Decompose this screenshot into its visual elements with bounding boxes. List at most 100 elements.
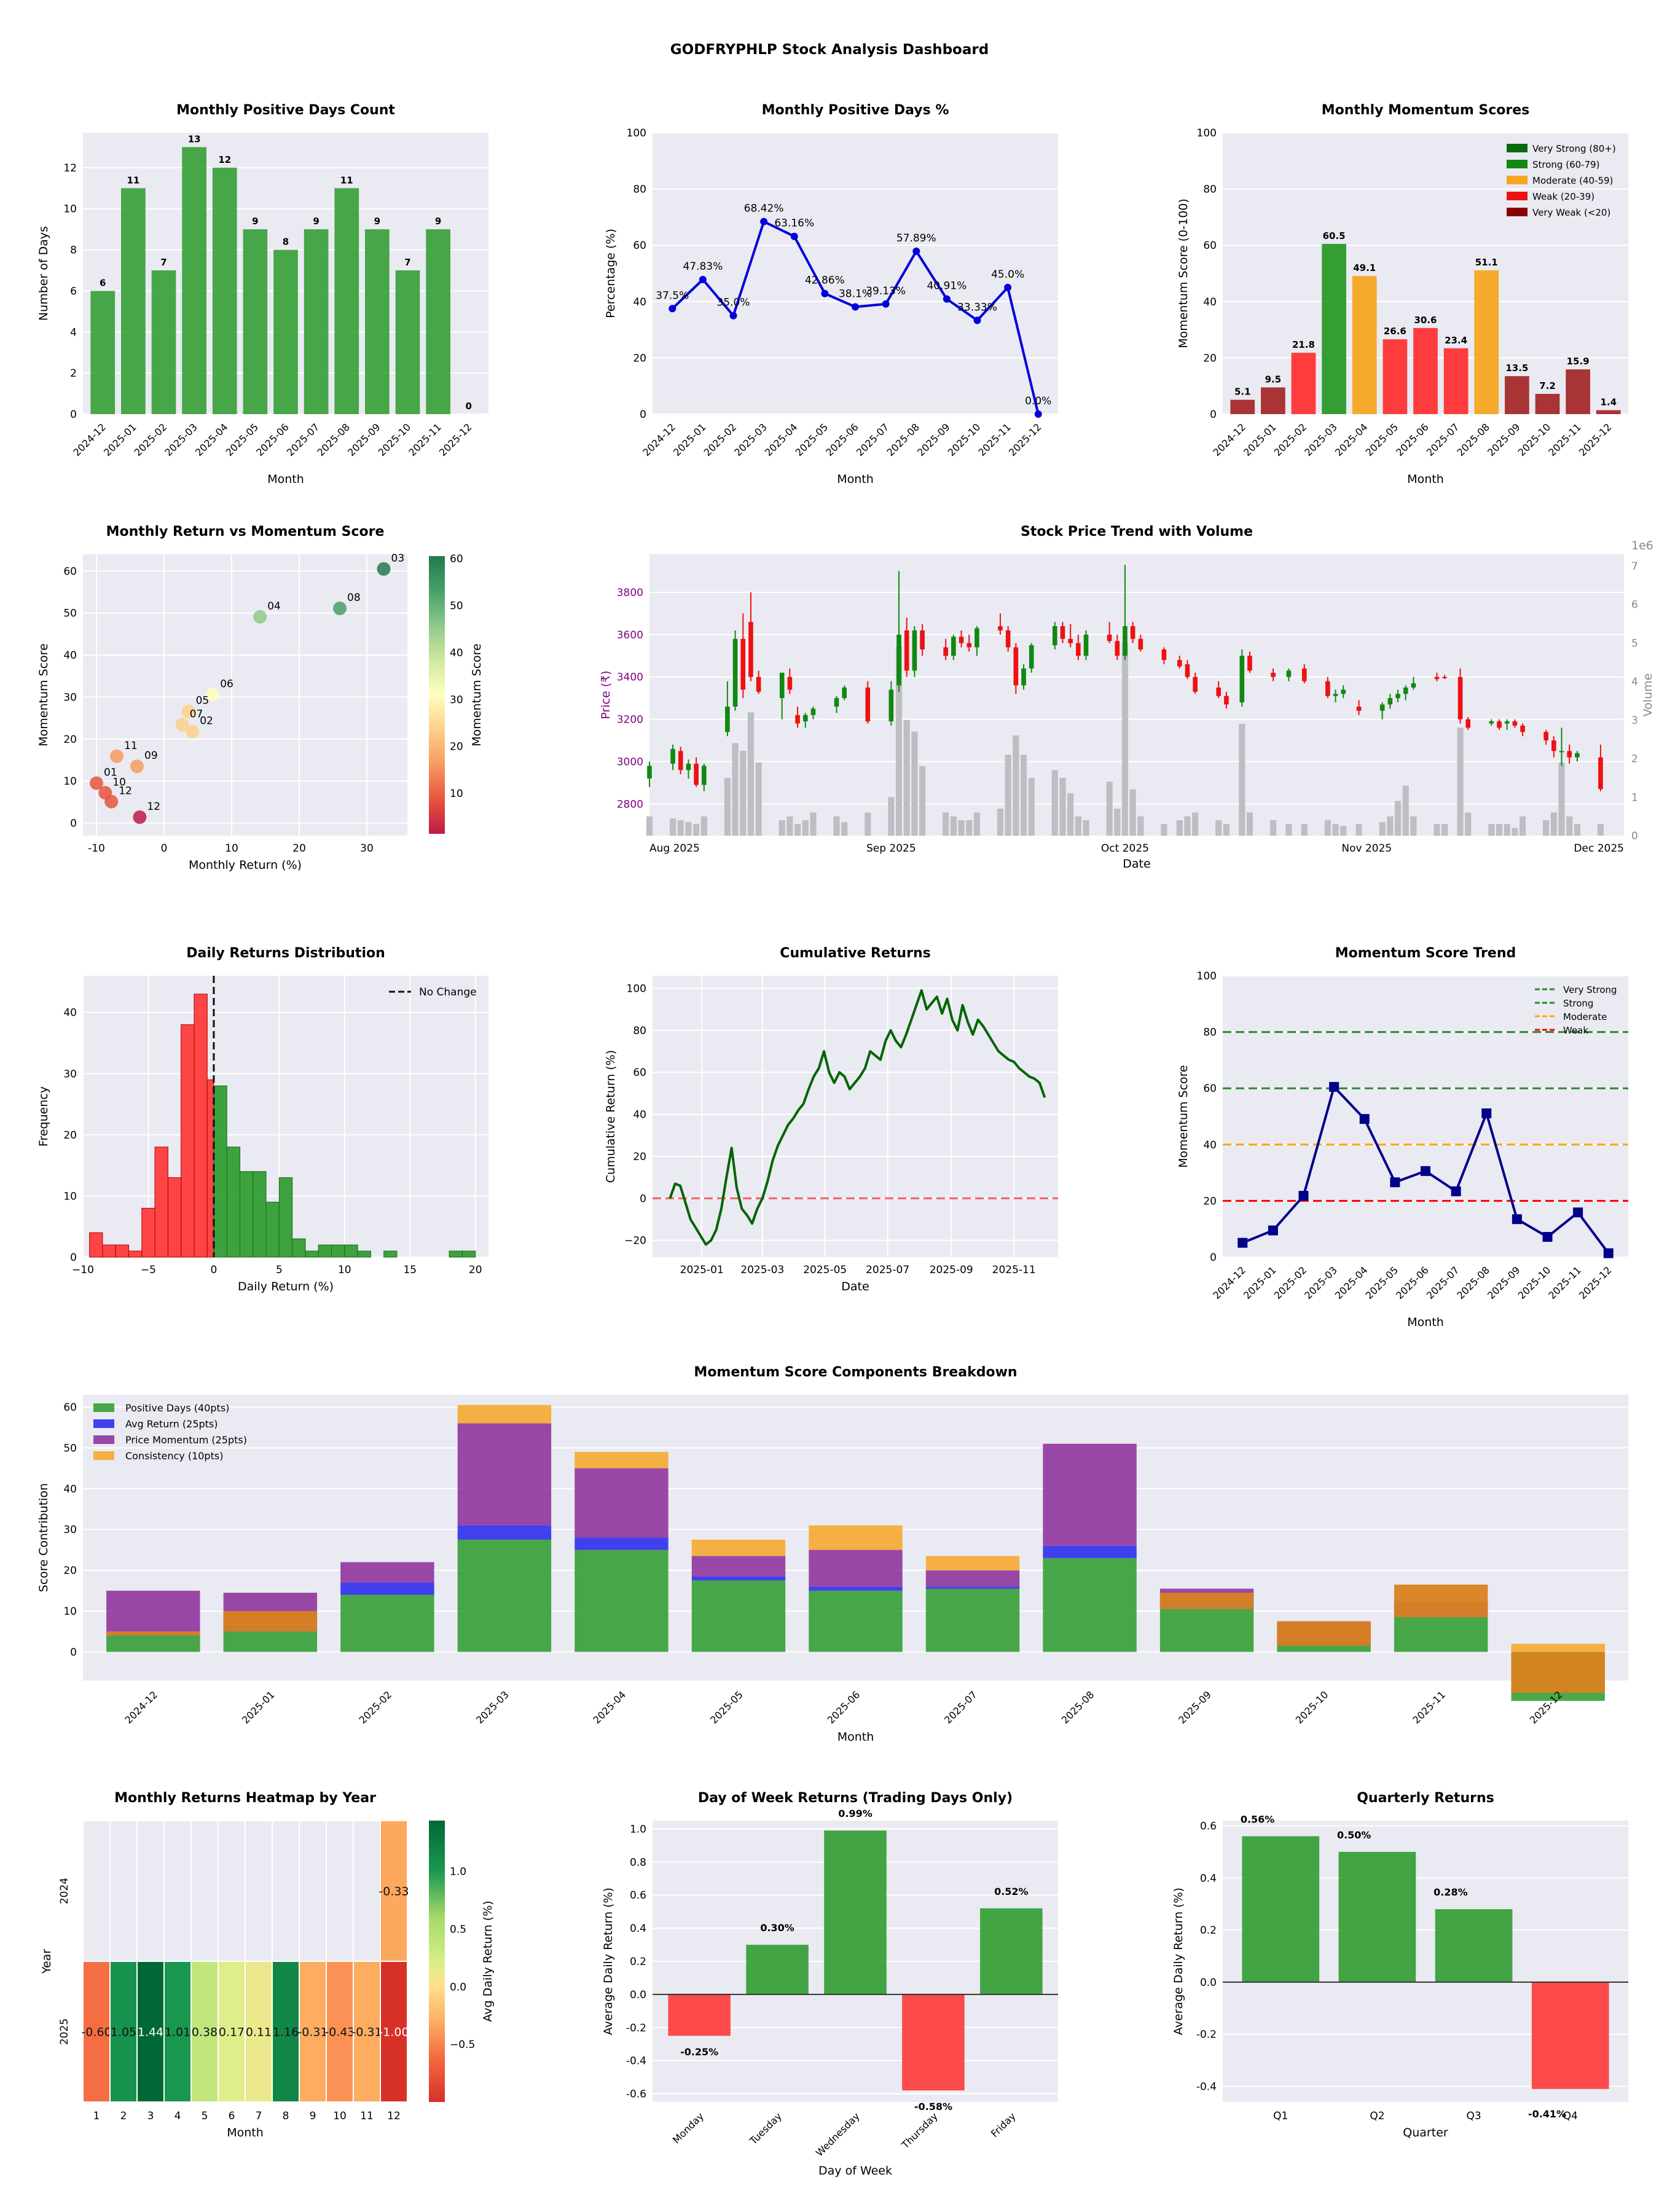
momentum-scores-bar [1230,399,1255,414]
momentum-trend-point [1329,1081,1339,1092]
positive-days-count-ytick-label: 12 [63,162,77,175]
cumulative-returns-ytick-label: −20 [624,1235,646,1247]
momentum-components-bar-segment [691,1539,786,1556]
price-volume-volume-bar [1332,824,1339,836]
returns-distribution-xtick-label: 15 [403,1264,417,1276]
momentum-components-bar-segment [1043,1545,1137,1558]
return-vs-momentum-ytick-label: 0 [70,817,77,830]
quarterly-returns-data-label: -0.41% [1528,2108,1566,2120]
momentum-components-bar-segment [106,1590,200,1632]
returns-distribution-xtick-label: 20 [469,1264,482,1276]
price-volume-volume-tick: 3 [1631,715,1638,727]
price-volume-candle [943,647,948,656]
momentum-scores-ytick-label: 60 [1203,240,1217,252]
momentum-scores-legend: Very Strong (80+) Strong (60-79) Moderate … [1507,143,1616,218]
momentum-components-bar-segment [925,1556,1020,1571]
returns-distribution-bin [344,1245,358,1257]
price-volume-volume-bar [1075,816,1081,836]
returns-heatmap-col-label: 12 [387,2110,401,2122]
returns-heatmap-cell [326,1820,354,1962]
momentum-scores-ytick-label: 20 [1203,352,1217,364]
momentum-trend-ytick-label: 100 [1197,970,1217,982]
positive-days-pct-xlabel: Month [837,473,874,486]
returns-heatmap-colorbar-tick: 0.0 [450,1981,466,1993]
positive-days-pct-point [821,289,829,297]
returns-distribution-bin [462,1251,476,1257]
returns-heatmap-cell [245,1820,273,1962]
price-volume-candle [1559,751,1564,753]
cumulative-returns-xtick-label: 2025-09 [930,1264,973,1276]
positive-days-count-data-label: 7 [404,257,410,268]
quarterly-returns-ytick-label: -0.2 [1196,2029,1217,2041]
price-volume-volume-bar [1597,824,1604,836]
cumulative-returns-ytick-label: 60 [633,1067,646,1079]
momentum-components-bar-segment [1043,1443,1137,1546]
price-volume-volume-bar [1020,755,1027,836]
returns-heatmap-cell [272,1961,300,2103]
returns-distribution-bin [207,1080,214,1257]
return-vs-momentum-point [253,610,267,624]
momentum-components-bar-segment [809,1586,903,1591]
return-vs-momentum-point [133,810,147,824]
price-volume-ytick-label: 3400 [617,672,643,684]
positive-days-pct-point [1034,410,1042,418]
price-volume-volume-bar [1114,809,1121,836]
price-volume-volume-bar [1223,824,1230,836]
positive-days-pct-point [852,303,859,311]
price-volume-candle [1005,630,1011,648]
returns-heatmap-chart: Monthly Returns Heatmap by Year -0.33 2024… [40,1790,495,2139]
momentum-scores-data-label: 9.5 [1265,374,1282,385]
price-volume-volume-bar [1488,824,1495,836]
momentum-scores-legend-label: Weak (20-39) [1532,191,1594,202]
positive-days-count-bar [273,249,298,414]
price-volume-volume-bar [903,720,910,836]
return-vs-momentum-title: Monthly Return vs Momentum Score [106,524,385,539]
price-volume-volume-bar [810,812,817,836]
returns-heatmap-cell [380,1961,408,2103]
positive-days-count-chart: Monthly Positive Days Count 0 2 4 6 8 10 12 Numb… [37,103,488,486]
momentum-components-bar-segment [809,1590,903,1652]
positive-days-pct-data-label: 40.91% [927,280,967,292]
momentum-components-bar-segment [925,1570,1020,1587]
price-volume-candle [1489,721,1494,724]
price-volume-candle [1286,670,1292,677]
day-of-week-ytick-label: 0.4 [630,1923,646,1935]
returns-distribution-xtick-label: 10 [338,1264,351,1276]
price-volume-xtick-label: Nov 2025 [1341,842,1392,855]
price-volume-volume-bar [685,822,692,836]
momentum-components-legend-label: Consistency (10pts) [125,1450,223,1462]
returns-heatmap-col-label: 1 [93,2110,100,2122]
momentum-scores-data-label: 1.4 [1600,397,1617,408]
price-volume-candle [795,715,800,724]
price-volume-volume-bar [669,818,677,836]
returns-heatmap-col-label: 2 [120,2110,127,2122]
price-volume-candle [1216,687,1222,696]
price-volume-candle [912,630,917,671]
positive-days-pct-ytick-label: 60 [633,240,646,252]
returns-distribution-ytick-label: 10 [63,1190,77,1202]
price-volume-volume-tick: 6 [1631,599,1638,611]
price-volume-volume-bar [1067,793,1074,836]
price-volume-volume-bar [1387,816,1394,836]
price-volume-candle [725,706,730,732]
quarterly-returns-xtick-label: Q1 [1273,2110,1288,2122]
price-volume-chart: Stock Price Trend with Volume28003000320… [599,524,1655,871]
momentum-components-legend: Positive Days (40pts) Avg Return (25pts) P… [93,1402,247,1462]
momentum-components-bar-segment [575,1537,669,1550]
positive-days-pct-ytick-label: 100 [627,127,646,139]
momentum-components-xlabel: Month [837,1730,874,1744]
quarterly-returns-xtick-label: Q4 [1563,2110,1578,2122]
day-of-week-ytick-label: 0.6 [630,1889,646,1902]
momentum-scores-data-label: 15.9 [1567,356,1590,367]
positive-days-count-data-label: 6 [100,277,106,288]
returns-heatmap-cell-label: 1.05 [111,2026,136,2039]
returns-distribution-bin [383,1251,397,1257]
price-volume-volume-tick: 2 [1631,753,1638,766]
price-volume-volume-bar [1410,816,1417,836]
returns-distribution-bin [279,1177,292,1257]
positive-days-count-ytick-label: 4 [70,326,77,339]
momentum-components-bar-segment [1394,1617,1488,1652]
momentum-components-legend-label: Positive Days (40pts) [125,1402,229,1414]
price-volume-volume-bar [786,816,793,836]
return-vs-momentum-plot-area [83,554,407,836]
